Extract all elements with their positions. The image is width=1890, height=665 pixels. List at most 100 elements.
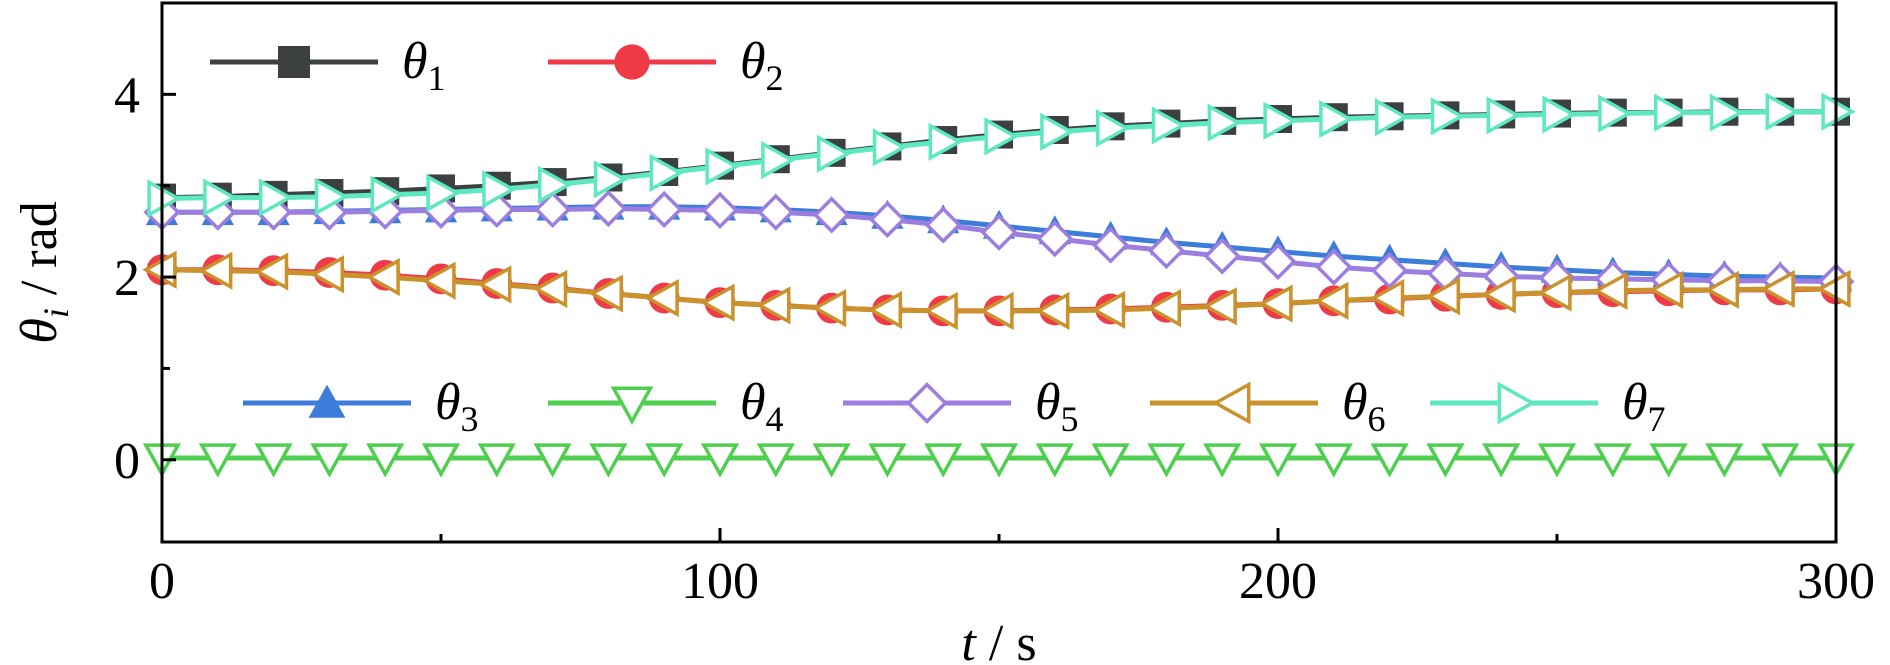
legend-marker (1211, 381, 1251, 425)
data-point (700, 443, 740, 478)
data-point (812, 443, 851, 478)
legend-entry: θ3 (243, 374, 479, 439)
data-point (756, 286, 791, 325)
legend-label: θ2 (740, 33, 784, 98)
x-tick-label: 300 (1797, 553, 1875, 610)
axes: 0 100 200 300 0 2 4 (114, 1, 1875, 610)
data-point (421, 443, 461, 478)
data-point (1314, 281, 1349, 320)
legends: θ1 θ2 θ3 θ4 θ5 θ6 θ7 (210, 33, 1666, 439)
data-point (1426, 443, 1465, 478)
data-point (198, 251, 233, 290)
data-point (1369, 279, 1405, 318)
x-tick-label: 0 (149, 553, 175, 610)
data-point (254, 443, 293, 478)
legend-entry: θ2 (548, 33, 784, 98)
legend-label: θ6 (1342, 374, 1386, 439)
data-point (757, 193, 795, 231)
data-point (1704, 270, 1740, 309)
data-point (253, 252, 289, 291)
data-point (1146, 289, 1182, 328)
x-axis-title: t / s (961, 615, 1036, 665)
legend-entry: θ7 (1430, 374, 1666, 439)
data-point (1649, 443, 1688, 478)
series-θ4 (142, 443, 1856, 478)
legend-marker (906, 382, 948, 424)
data-point (1259, 242, 1297, 281)
data-point (1816, 269, 1851, 309)
data-point (813, 196, 851, 234)
legend-marker (278, 46, 310, 78)
data-point (1537, 443, 1577, 478)
data-point (593, 160, 629, 199)
data-point (1598, 94, 1633, 133)
data-point (705, 147, 740, 186)
data-point (1371, 252, 1409, 290)
data-point (811, 289, 847, 328)
y-tick-label: 2 (114, 250, 140, 307)
data-point (1430, 97, 1466, 136)
legend-label: θ3 (435, 374, 479, 439)
data-point (868, 200, 906, 239)
data-point (1425, 277, 1461, 316)
series-θ7 (147, 92, 1856, 218)
data-point (1258, 284, 1293, 323)
data-point (868, 443, 907, 478)
y-axis-title: θi / rad (11, 201, 76, 343)
data-point (310, 443, 349, 478)
axis-titles: t / s θi / rad (11, 201, 1037, 665)
data-point (533, 443, 572, 478)
x-tick-label: 200 (1239, 553, 1317, 610)
data-point (1653, 93, 1689, 132)
data-point (1091, 443, 1130, 478)
data-point (1036, 220, 1074, 258)
legend-label: θ5 (1035, 374, 1079, 439)
data-point (924, 443, 963, 478)
data-point (421, 261, 456, 300)
data-point (867, 290, 903, 330)
data-point (1258, 443, 1298, 478)
data-point (1537, 273, 1572, 312)
data-point (1314, 443, 1353, 478)
data-point (1761, 443, 1800, 478)
legend-marker (614, 44, 650, 80)
data-point (700, 283, 735, 322)
data-point (1151, 106, 1187, 145)
y-tick-label: 0 (114, 433, 140, 490)
data-point (761, 141, 796, 180)
data-point (1765, 92, 1800, 131)
data-point (366, 443, 405, 478)
data-point (872, 128, 908, 167)
data-point (589, 189, 627, 228)
data-point (1203, 237, 1241, 275)
data-point (645, 443, 684, 478)
data-point (923, 291, 958, 330)
legend-label: θ4 (740, 374, 784, 439)
data-point (1760, 269, 1795, 309)
data-point (309, 255, 345, 294)
legend-marker (308, 384, 346, 418)
legend-entry: θ5 (843, 374, 1079, 439)
data-point (1481, 275, 1516, 314)
data-point (1147, 231, 1185, 270)
x-tick-label: 100 (681, 553, 759, 610)
data-point (645, 190, 683, 229)
legend-label: θ7 (1622, 374, 1666, 439)
data-point (980, 213, 1018, 251)
data-point (365, 257, 400, 297)
data-point (1319, 99, 1354, 139)
data-point (537, 165, 573, 204)
data-point (644, 279, 679, 318)
legend-entry: θ1 (210, 33, 446, 98)
data-point (1035, 291, 1070, 330)
data-point (1374, 98, 1410, 137)
y-tick-label: 4 (114, 67, 140, 124)
data-point (1482, 443, 1521, 478)
data-point (756, 443, 795, 478)
data-point (649, 153, 684, 192)
data-point (1486, 96, 1521, 135)
series-θ6 (142, 250, 1851, 330)
data-point (984, 117, 1019, 156)
data-point (1095, 109, 1131, 148)
